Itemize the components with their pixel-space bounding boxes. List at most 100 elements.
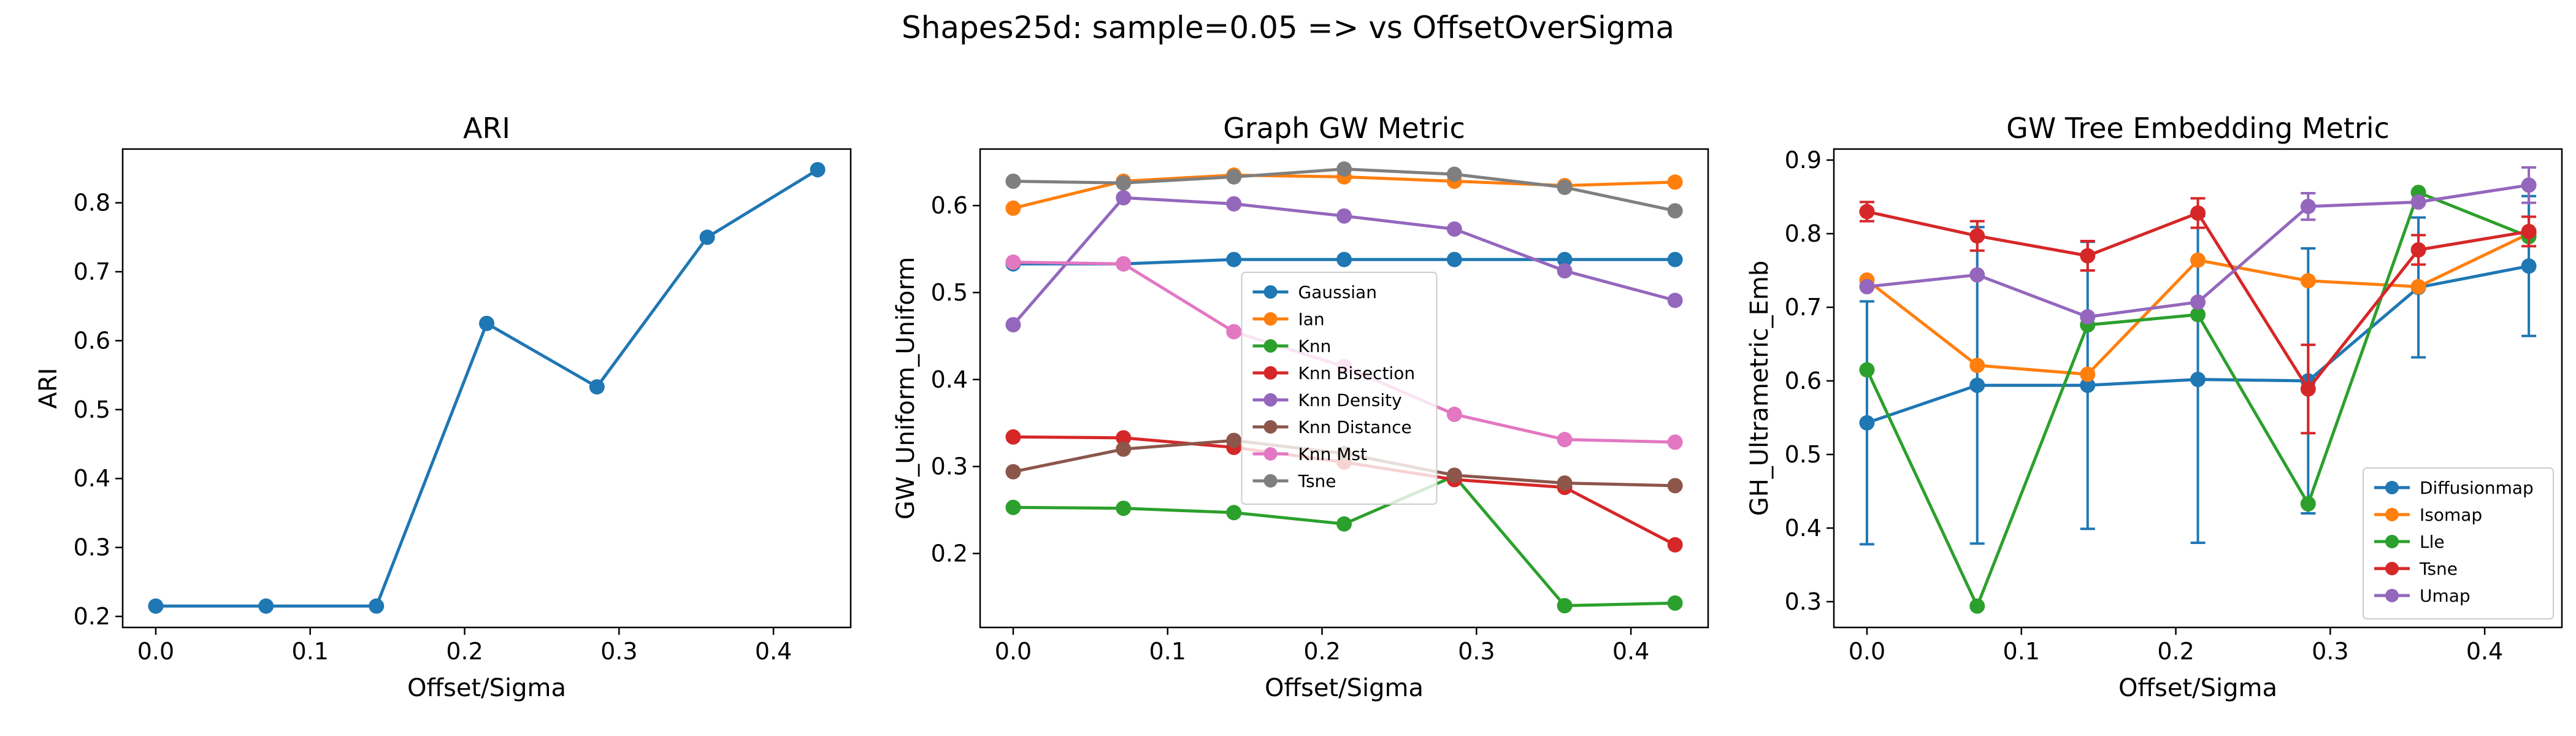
legend-marker (1263, 447, 1278, 461)
panel-title: ARI (463, 112, 510, 145)
data-point (699, 229, 715, 245)
data-point (1116, 256, 1132, 272)
data-point (1667, 478, 1683, 494)
data-point (2080, 377, 2096, 393)
y-tick-label: 0.5 (1785, 441, 1822, 468)
series-line (155, 168, 819, 608)
data-point (1667, 174, 1683, 190)
data-point (1667, 251, 1683, 267)
data-point (1116, 190, 1132, 205)
data-point (479, 315, 495, 331)
data-point (1557, 251, 1573, 267)
legend-label: Tsne (2419, 559, 2458, 579)
panel-2: Graph GW Metric 0.0 0.1 0.2 0.3 0.4 0.2 0.3 0.4 0… (892, 112, 1709, 702)
data-point (1336, 516, 1352, 532)
data-point (2410, 242, 2426, 258)
x-tick-label: 0.0 (137, 638, 174, 665)
data-point (2190, 372, 2206, 388)
data-point (1859, 204, 1875, 220)
data-point (1859, 362, 1875, 378)
x-tick-label: 0.4 (1612, 638, 1649, 665)
data-point (2521, 177, 2537, 193)
data-point (1226, 196, 1242, 212)
data-point (2190, 307, 2206, 323)
y-tick-label: 0.6 (1785, 367, 1822, 394)
data-point (1005, 173, 1021, 189)
x-tick-label: 0.2 (1303, 638, 1340, 665)
data-point (1116, 175, 1132, 191)
legend-marker (1263, 312, 1278, 326)
legend: Diffusionmap Isomap Lle Tsne Umap (2363, 467, 2554, 619)
figure-suptitle: Shapes25d: sample=0.05 => vs OffsetOverS… (902, 10, 1674, 45)
data-point (1005, 200, 1021, 216)
data-point (1557, 475, 1573, 491)
data-point (1446, 467, 1462, 483)
x-tick-label: 0.3 (600, 638, 637, 665)
x-tick-label: 0.2 (446, 638, 483, 665)
data-point (1446, 251, 1462, 267)
axes-frame (1833, 148, 2563, 629)
data-point (1116, 441, 1132, 457)
y-tick-label: 0.2 (931, 540, 968, 567)
legend-marker (1263, 339, 1278, 353)
data-point (1969, 358, 1985, 374)
y-axis-label: GH_Ultrametric_Emb (1746, 261, 1774, 516)
panel-3: GW Tree Embedding Metric 0.0 0.1 0.2 0.3 0.4 0… (1746, 112, 2563, 702)
legend: Gaussian Ian Knn Knn Bisection Knn Density Kn… (1241, 272, 1438, 505)
data-point (1859, 415, 1875, 431)
x-tick-label: 0.0 (1849, 638, 1885, 665)
data-point (1005, 429, 1021, 445)
x-tick-label: 0.0 (995, 638, 1032, 665)
y-tick-label: 0.4 (931, 366, 968, 393)
data-point (1005, 316, 1021, 332)
data-point (2300, 199, 2316, 215)
data-point (1005, 499, 1021, 515)
data-point (2190, 205, 2206, 221)
y-tick-label: 0.8 (74, 190, 110, 217)
y-axis-label: ARI (34, 368, 63, 409)
legend-label: Diffusionmap (2420, 478, 2534, 498)
legend-label: Knn Bisection (1298, 363, 1416, 383)
data-point (1557, 263, 1573, 279)
data-point (1667, 537, 1683, 553)
data-point (1336, 161, 1352, 177)
legend-box (1241, 272, 1438, 505)
series-gaussian (1005, 251, 1683, 272)
legend-label: Isomap (2420, 505, 2482, 525)
axes-frame (121, 148, 852, 629)
y-axis-label: GW_Uniform_Uniform (892, 257, 920, 520)
x-tick-label: 0.4 (2466, 638, 2503, 665)
data-point (2080, 248, 2096, 264)
x-axis-label: Offset/Sigma (1265, 674, 1424, 702)
y-tick-label: 0.6 (74, 327, 110, 354)
x-tick-label: 0.3 (2312, 638, 2348, 665)
data-point (1446, 407, 1462, 423)
series-umap (1859, 166, 2537, 325)
x-tick-label: 0.2 (2157, 638, 2194, 665)
y-tick-label: 0.6 (931, 192, 968, 219)
y-tick-label: 0.5 (931, 279, 968, 306)
data-point (1226, 169, 1242, 185)
panel-title: GW Tree Embedding Metric (2006, 112, 2390, 145)
y-tick-label: 0.3 (931, 453, 968, 480)
panel-1: ARI 0.0 0.1 0.2 0.3 0.4 0.2 0.3 0.4 0.5 0.6 0.7 0.8 O… (34, 112, 852, 702)
data-point (1446, 221, 1462, 237)
panel-title: Graph GW Metric (1223, 112, 1465, 145)
data-point (2300, 273, 2316, 289)
y-tick-label: 0.2 (74, 603, 110, 630)
data-point (2410, 194, 2426, 210)
legend-marker (2385, 508, 2399, 521)
data-point (810, 162, 826, 178)
legend-label: Gaussian (1298, 282, 1377, 302)
y-tick-label: 0.4 (1785, 515, 1822, 542)
legend-label: Knn Distance (1298, 417, 1412, 437)
data-point (2521, 223, 2537, 239)
y-tick-label: 0.7 (1785, 294, 1822, 321)
series-tsne (1005, 161, 1683, 219)
data-point (1969, 267, 1985, 283)
data-point (1969, 377, 1985, 393)
legend-label: Umap (2420, 586, 2471, 606)
data-point (1226, 324, 1242, 340)
data-point (1446, 166, 1462, 182)
